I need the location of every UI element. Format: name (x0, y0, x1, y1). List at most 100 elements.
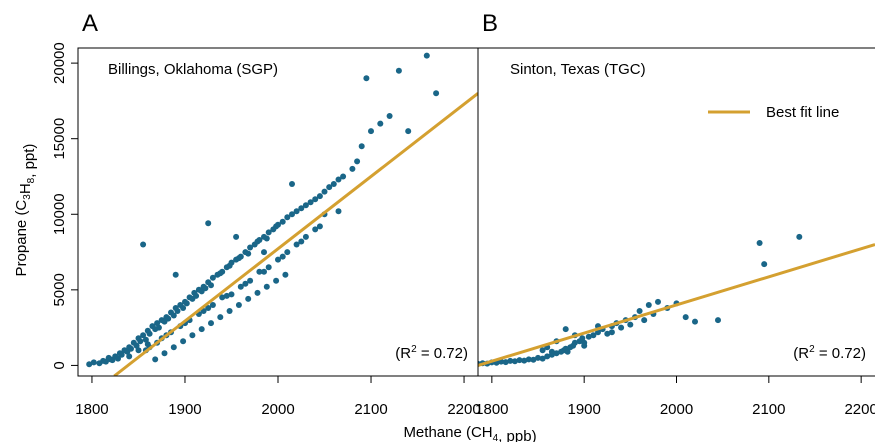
panel-a-point (247, 277, 254, 284)
panel-a-point (289, 181, 295, 187)
panel-a-point (135, 347, 142, 354)
panel-a-y-tick-label: 5000 (51, 273, 68, 306)
panel-b-point (562, 326, 569, 333)
panel-b-point (692, 318, 698, 325)
panel-a-y-tick-label: 15000 (51, 118, 68, 160)
panel-a-x-tick-label: 2000 (261, 401, 294, 418)
panel-a-point (245, 295, 252, 302)
panel-a-point (263, 235, 270, 242)
panel-a-point (368, 128, 374, 135)
panel-a-point (193, 292, 200, 299)
panel-a-point (261, 249, 267, 256)
panel-a-x-tick-label: 2100 (354, 401, 387, 418)
panel-a-point (275, 221, 281, 228)
panel-b-point (564, 348, 571, 355)
panel-b-point (761, 261, 768, 268)
panel-b-point (535, 354, 541, 361)
panel-a-point (152, 356, 159, 363)
panel-a-x-tick-label: 1800 (75, 401, 108, 418)
panel-a-letter: A (82, 10, 98, 37)
panel-a-point (118, 351, 125, 358)
panel-a-point (180, 305, 187, 311)
panel-a-point (284, 214, 291, 221)
panel-b-x-tick-label: 2200 (844, 401, 875, 418)
panel-a-point (140, 241, 147, 248)
panel-a-point (170, 344, 177, 351)
panel-b-point (627, 321, 634, 328)
panel-a-point (298, 205, 305, 212)
panel-a-point (146, 330, 153, 337)
panel-a-point (330, 181, 337, 187)
panel-b-point (618, 324, 625, 331)
legend-label: Best fit line (766, 104, 839, 121)
panel-b-point (585, 333, 592, 340)
panel-a-point (209, 274, 216, 281)
panel-a-point (273, 277, 280, 284)
panel-a-point (219, 294, 226, 301)
panel-b-point (636, 308, 643, 314)
panel-a-point (115, 355, 121, 362)
panel-b-frame (477, 47, 875, 377)
panel-a-point (405, 128, 412, 135)
panel-b-point (530, 356, 537, 363)
panel-a: Billings, Oklahoma (SGP) (R2 = 0.72) 0 50… (51, 42, 481, 418)
panel-a-point (326, 184, 333, 191)
panel-a-point (265, 229, 272, 236)
panel-a-point (316, 193, 323, 200)
panel-a-x-tick-label: 1900 (168, 401, 201, 418)
panel-a-point (340, 173, 347, 180)
panel-a-point (180, 338, 187, 345)
panel-a-point (237, 283, 244, 290)
panel-a-point (144, 341, 151, 348)
panel-a-point (293, 208, 300, 215)
panel-b-points (478, 233, 803, 367)
panel-a-point (279, 253, 286, 260)
panel-a-point (223, 292, 230, 299)
panel-a-point (209, 302, 216, 308)
panel-b-point (682, 314, 689, 321)
panel-a-point (377, 120, 384, 127)
panel-a-point (312, 196, 319, 203)
panel-a-point (142, 336, 149, 343)
panel-a-x-tick-label: 2200 (447, 401, 480, 418)
panel-a-point (137, 338, 144, 345)
panel-a-point (289, 211, 295, 218)
panel-a-point (154, 320, 161, 327)
panel-b-x-tick-label: 2000 (660, 401, 693, 418)
panel-a-point (316, 223, 323, 230)
panel-a-point (256, 268, 263, 275)
panel-b-point (571, 339, 578, 346)
panel-a-point (275, 256, 281, 263)
panel-a-point (155, 324, 162, 331)
panel-a-point (174, 308, 181, 314)
panel-a-point (170, 312, 177, 319)
panel-a-point (433, 90, 440, 97)
panel-a-point (208, 282, 214, 289)
panel-a-point (312, 226, 319, 233)
panel-a-point (205, 305, 212, 311)
panel-b-x-ticks: 1800 1900 2000 2100 2200 (475, 376, 875, 418)
panel-a-point (208, 320, 214, 327)
panel-a-point (242, 280, 249, 287)
panel-b-x-tick-label: 2100 (752, 401, 785, 418)
panel-a-fit-line (113, 92, 478, 376)
panel-a-y-tick-label: 10000 (51, 193, 68, 235)
panel-a-point (86, 361, 93, 368)
panel-b-r2: (R2 = 0.72) (793, 344, 866, 362)
panel-a-point (219, 268, 226, 275)
panel-a-point (205, 220, 212, 227)
panel-a-point (165, 315, 172, 322)
panel-a-points (86, 52, 440, 368)
panel-b-x-tick-label: 1900 (567, 401, 600, 418)
panel-a-point (161, 350, 168, 357)
panel-a-point (302, 202, 309, 209)
panel-a-title: Billings, Oklahoma (SGP) (108, 61, 278, 78)
panel-b-point (521, 357, 528, 364)
panel-a-point (202, 285, 209, 292)
panel-a-point (245, 250, 252, 257)
panel-a-point (226, 308, 233, 314)
panel-a-r2: (R2 = 0.72) (395, 344, 468, 362)
panel-a-point (321, 188, 328, 195)
panel-b-point (581, 339, 588, 346)
